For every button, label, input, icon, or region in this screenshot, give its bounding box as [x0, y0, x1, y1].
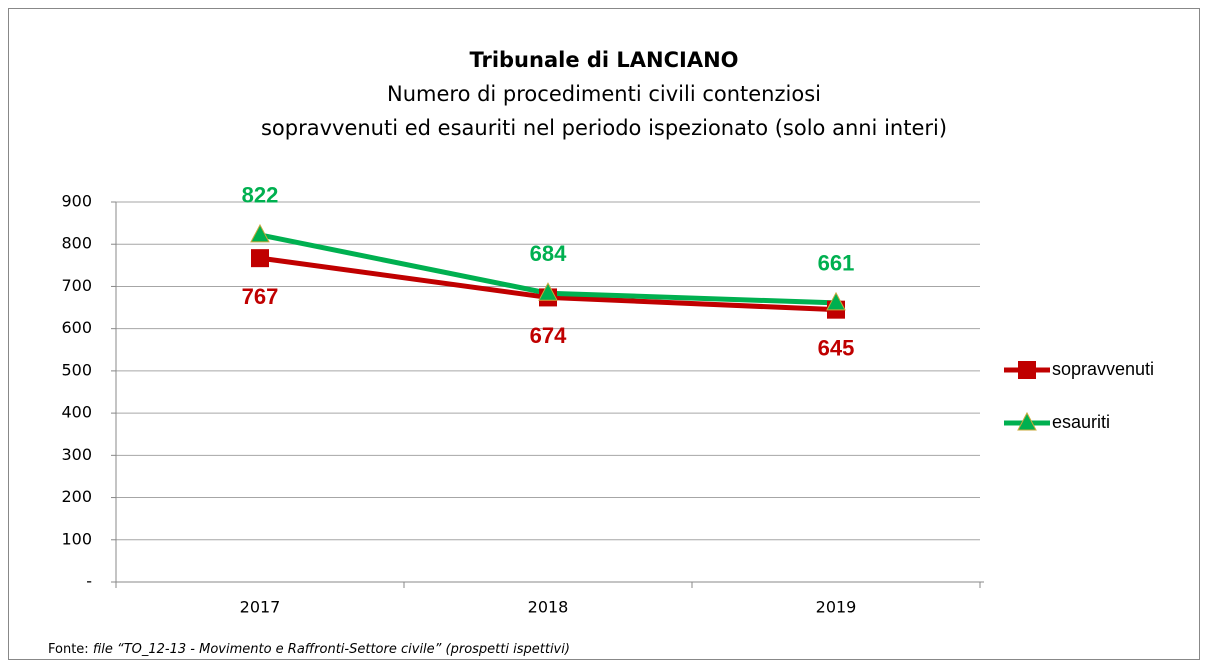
y-tick-label: 300	[61, 445, 92, 464]
data-point	[251, 249, 269, 268]
chart-title: Tribunale di LANCIANO	[469, 48, 738, 72]
source-text: file “TO_12-13 - Movimento e Raffronti-S…	[93, 642, 570, 657]
y-tick-label: 900	[61, 192, 92, 211]
x-tick-label: 2018	[528, 598, 569, 617]
data-label: 661	[818, 251, 855, 276]
chart-subtitle: Numero di procedimenti civili contenzios…	[387, 82, 821, 106]
chart-subtitle: sopravvenuti ed esauriti nel periodo isp…	[261, 116, 947, 140]
legend-label: esauriti	[1052, 412, 1110, 432]
y-tick-label: -	[86, 572, 92, 591]
data-label: 645	[818, 335, 855, 360]
legend-marker	[1017, 411, 1037, 431]
y-tick-label: 600	[61, 318, 92, 337]
data-point	[826, 291, 846, 311]
data-label: 684	[530, 241, 567, 266]
legend-marker	[1018, 361, 1036, 379]
data-point	[250, 223, 270, 243]
y-tick-label: 100	[61, 529, 92, 548]
data-label: 674	[530, 323, 567, 348]
y-tick-label: 700	[61, 276, 92, 295]
y-tick-label: 400	[61, 403, 92, 422]
y-tick-label: 800	[61, 234, 92, 253]
chart-frame	[8, 8, 1200, 660]
y-tick-label: 500	[61, 360, 92, 379]
data-label: 767	[242, 284, 279, 309]
data-label: 822	[242, 183, 279, 208]
source-label: Fonte:	[48, 642, 89, 657]
data-point	[538, 282, 558, 301]
legend-label: sopravvenuti	[1052, 359, 1154, 379]
y-tick-label: 200	[61, 487, 92, 506]
x-tick-label: 2017	[240, 598, 281, 617]
source: Fonte: file “TO_12-13 - Movimento e Raff…	[48, 642, 570, 657]
x-tick-label: 2019	[816, 598, 857, 617]
